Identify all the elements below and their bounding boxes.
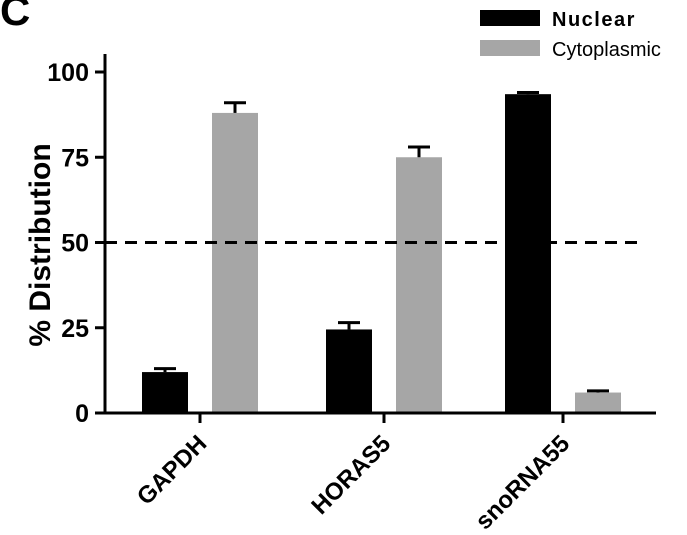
x-tick-label: HORAS5 — [306, 430, 396, 520]
y-tick-label: 50 — [61, 230, 89, 258]
bar-nuclear-gapdh — [142, 372, 188, 413]
bar-nuclear-horas5 — [326, 329, 372, 413]
bar-cytoplasmic-horas5 — [396, 157, 442, 413]
bar-cytoplasmic-snorna55 — [575, 392, 621, 413]
plot-area — [105, 90, 640, 414]
legend-swatch-nuclear — [480, 10, 540, 26]
legend-label-cytoplasmic: Cytoplasmic — [552, 39, 661, 61]
x-tick-label: snoRNA55 — [470, 430, 575, 535]
y-tick-label: 75 — [61, 144, 89, 172]
legend-swatch-cytoplasmic — [480, 40, 540, 56]
y-tick-label: 0 — [75, 400, 89, 428]
bar-cytoplasmic-gapdh — [212, 112, 258, 414]
legend: Nuclear Cytoplasmic — [480, 9, 661, 61]
x-axis-ticks: GAPDH HORAS5 snoRNA55 — [132, 413, 575, 535]
y-tick-label: 100 — [47, 59, 89, 87]
y-axis-ticks: 0 25 50 75 100 — [47, 59, 105, 428]
bar-nuclear-snorna55 — [505, 94, 551, 413]
x-tick-label: GAPDH — [132, 430, 212, 510]
legend-label-nuclear: Nuclear — [552, 9, 636, 31]
panel-label: C — [0, 0, 31, 34]
y-axis-label: % Distribution — [24, 143, 57, 346]
y-tick-label: 25 — [61, 315, 89, 343]
